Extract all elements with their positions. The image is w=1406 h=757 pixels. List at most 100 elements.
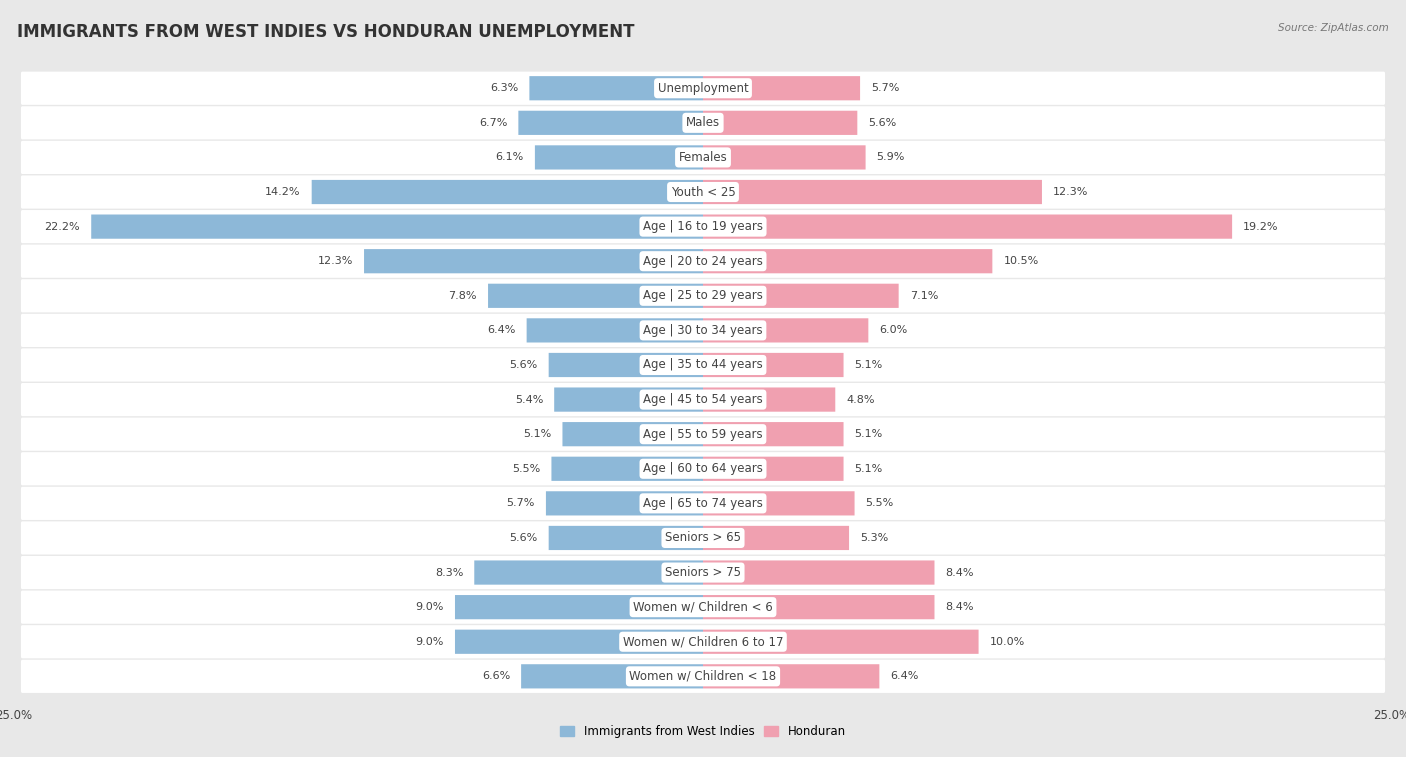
Text: IMMIGRANTS FROM WEST INDIES VS HONDURAN UNEMPLOYMENT: IMMIGRANTS FROM WEST INDIES VS HONDURAN … bbox=[17, 23, 634, 41]
FancyBboxPatch shape bbox=[21, 452, 1385, 485]
FancyBboxPatch shape bbox=[21, 141, 1385, 174]
Text: Age | 65 to 74 years: Age | 65 to 74 years bbox=[643, 497, 763, 510]
FancyBboxPatch shape bbox=[551, 456, 703, 481]
FancyBboxPatch shape bbox=[703, 560, 935, 584]
Text: 5.6%: 5.6% bbox=[509, 533, 537, 543]
Text: Seniors > 75: Seniors > 75 bbox=[665, 566, 741, 579]
Text: Age | 45 to 54 years: Age | 45 to 54 years bbox=[643, 393, 763, 406]
Text: Age | 35 to 44 years: Age | 35 to 44 years bbox=[643, 359, 763, 372]
Text: 7.8%: 7.8% bbox=[449, 291, 477, 301]
Text: 9.0%: 9.0% bbox=[416, 602, 444, 612]
FancyBboxPatch shape bbox=[21, 314, 1385, 347]
FancyBboxPatch shape bbox=[474, 560, 703, 584]
Text: 5.7%: 5.7% bbox=[872, 83, 900, 93]
FancyBboxPatch shape bbox=[703, 249, 993, 273]
FancyBboxPatch shape bbox=[456, 630, 703, 654]
FancyBboxPatch shape bbox=[562, 422, 703, 447]
FancyBboxPatch shape bbox=[21, 418, 1385, 450]
Text: 7.1%: 7.1% bbox=[910, 291, 938, 301]
Text: 5.1%: 5.1% bbox=[855, 464, 883, 474]
FancyBboxPatch shape bbox=[703, 456, 844, 481]
FancyBboxPatch shape bbox=[703, 388, 835, 412]
FancyBboxPatch shape bbox=[703, 145, 866, 170]
FancyBboxPatch shape bbox=[21, 487, 1385, 520]
Text: Age | 60 to 64 years: Age | 60 to 64 years bbox=[643, 463, 763, 475]
FancyBboxPatch shape bbox=[21, 176, 1385, 209]
Text: Youth < 25: Youth < 25 bbox=[671, 185, 735, 198]
Text: 5.9%: 5.9% bbox=[876, 152, 905, 163]
FancyBboxPatch shape bbox=[21, 279, 1385, 313]
Text: 22.2%: 22.2% bbox=[45, 222, 80, 232]
FancyBboxPatch shape bbox=[703, 318, 869, 342]
Text: Women w/ Children < 18: Women w/ Children < 18 bbox=[630, 670, 776, 683]
FancyBboxPatch shape bbox=[703, 664, 879, 688]
Text: 12.3%: 12.3% bbox=[318, 256, 353, 266]
FancyBboxPatch shape bbox=[703, 111, 858, 135]
Text: 5.4%: 5.4% bbox=[515, 394, 543, 404]
Text: Unemployment: Unemployment bbox=[658, 82, 748, 95]
Text: Source: ZipAtlas.com: Source: ZipAtlas.com bbox=[1278, 23, 1389, 33]
Text: Females: Females bbox=[679, 151, 727, 164]
Text: 6.6%: 6.6% bbox=[482, 671, 510, 681]
FancyBboxPatch shape bbox=[530, 76, 703, 101]
Text: 6.3%: 6.3% bbox=[491, 83, 519, 93]
FancyBboxPatch shape bbox=[488, 284, 703, 308]
FancyBboxPatch shape bbox=[21, 522, 1385, 555]
Text: 10.0%: 10.0% bbox=[990, 637, 1025, 646]
FancyBboxPatch shape bbox=[703, 180, 1042, 204]
Text: Age | 16 to 19 years: Age | 16 to 19 years bbox=[643, 220, 763, 233]
FancyBboxPatch shape bbox=[703, 214, 1232, 238]
Text: 12.3%: 12.3% bbox=[1053, 187, 1088, 197]
FancyBboxPatch shape bbox=[456, 595, 703, 619]
FancyBboxPatch shape bbox=[703, 491, 855, 516]
FancyBboxPatch shape bbox=[21, 106, 1385, 139]
Text: 14.2%: 14.2% bbox=[266, 187, 301, 197]
Text: Age | 55 to 59 years: Age | 55 to 59 years bbox=[643, 428, 763, 441]
FancyBboxPatch shape bbox=[703, 630, 979, 654]
Text: 5.6%: 5.6% bbox=[509, 360, 537, 370]
FancyBboxPatch shape bbox=[21, 383, 1385, 416]
FancyBboxPatch shape bbox=[522, 664, 703, 688]
Text: 19.2%: 19.2% bbox=[1243, 222, 1278, 232]
Text: Age | 25 to 29 years: Age | 25 to 29 years bbox=[643, 289, 763, 302]
FancyBboxPatch shape bbox=[21, 72, 1385, 104]
FancyBboxPatch shape bbox=[703, 353, 844, 377]
FancyBboxPatch shape bbox=[21, 625, 1385, 659]
FancyBboxPatch shape bbox=[548, 353, 703, 377]
Text: Women w/ Children < 6: Women w/ Children < 6 bbox=[633, 600, 773, 614]
FancyBboxPatch shape bbox=[312, 180, 703, 204]
Text: 8.3%: 8.3% bbox=[434, 568, 463, 578]
FancyBboxPatch shape bbox=[546, 491, 703, 516]
FancyBboxPatch shape bbox=[519, 111, 703, 135]
Text: 5.3%: 5.3% bbox=[860, 533, 889, 543]
Text: 8.4%: 8.4% bbox=[945, 568, 974, 578]
Text: Age | 20 to 24 years: Age | 20 to 24 years bbox=[643, 254, 763, 268]
FancyBboxPatch shape bbox=[21, 210, 1385, 243]
Text: Age | 30 to 34 years: Age | 30 to 34 years bbox=[643, 324, 763, 337]
FancyBboxPatch shape bbox=[21, 590, 1385, 624]
Text: 8.4%: 8.4% bbox=[945, 602, 974, 612]
Text: 10.5%: 10.5% bbox=[1004, 256, 1039, 266]
Text: 6.4%: 6.4% bbox=[488, 326, 516, 335]
Text: Males: Males bbox=[686, 117, 720, 129]
FancyBboxPatch shape bbox=[703, 422, 844, 447]
Text: 6.7%: 6.7% bbox=[479, 118, 508, 128]
Text: 5.7%: 5.7% bbox=[506, 498, 534, 509]
Text: 6.4%: 6.4% bbox=[890, 671, 918, 681]
FancyBboxPatch shape bbox=[21, 660, 1385, 693]
FancyBboxPatch shape bbox=[21, 556, 1385, 589]
FancyBboxPatch shape bbox=[21, 245, 1385, 278]
FancyBboxPatch shape bbox=[534, 145, 703, 170]
Text: 4.8%: 4.8% bbox=[846, 394, 875, 404]
Text: 5.5%: 5.5% bbox=[866, 498, 894, 509]
Text: 5.1%: 5.1% bbox=[855, 429, 883, 439]
FancyBboxPatch shape bbox=[703, 595, 935, 619]
FancyBboxPatch shape bbox=[548, 526, 703, 550]
Legend: Immigrants from West Indies, Honduran: Immigrants from West Indies, Honduran bbox=[555, 721, 851, 743]
FancyBboxPatch shape bbox=[364, 249, 703, 273]
Text: 9.0%: 9.0% bbox=[416, 637, 444, 646]
FancyBboxPatch shape bbox=[703, 76, 860, 101]
FancyBboxPatch shape bbox=[21, 348, 1385, 382]
FancyBboxPatch shape bbox=[554, 388, 703, 412]
FancyBboxPatch shape bbox=[703, 284, 898, 308]
